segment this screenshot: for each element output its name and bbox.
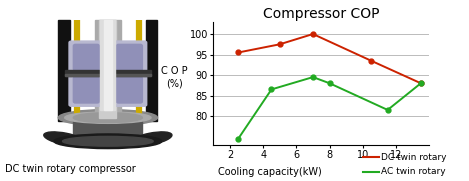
- Text: Cooling capacity(kW): Cooling capacity(kW): [218, 167, 322, 177]
- Ellipse shape: [62, 136, 153, 146]
- FancyBboxPatch shape: [69, 41, 147, 74]
- Bar: [99, 20, 116, 118]
- Ellipse shape: [44, 132, 86, 146]
- Text: DC twin rotary: DC twin rotary: [381, 153, 447, 162]
- Bar: [73, 116, 143, 144]
- Ellipse shape: [54, 134, 162, 149]
- Ellipse shape: [65, 112, 151, 123]
- Title: Compressor COP: Compressor COP: [263, 7, 379, 21]
- Bar: [100, 20, 115, 110]
- Ellipse shape: [130, 132, 172, 146]
- Text: C O P
(%): C O P (%): [161, 66, 188, 88]
- Bar: [65, 70, 151, 76]
- Bar: [95, 20, 121, 118]
- Ellipse shape: [73, 113, 143, 123]
- Bar: [145, 20, 158, 121]
- FancyBboxPatch shape: [116, 44, 143, 70]
- FancyBboxPatch shape: [116, 77, 143, 103]
- Ellipse shape: [58, 110, 158, 126]
- Text: DC twin rotary compressor: DC twin rotary compressor: [5, 164, 136, 174]
- Bar: [65, 75, 151, 76]
- FancyBboxPatch shape: [73, 77, 99, 103]
- Text: AC twin rotary: AC twin rotary: [381, 167, 446, 176]
- Bar: [104, 20, 112, 110]
- Bar: [58, 20, 70, 121]
- FancyBboxPatch shape: [69, 74, 147, 106]
- FancyBboxPatch shape: [73, 44, 99, 70]
